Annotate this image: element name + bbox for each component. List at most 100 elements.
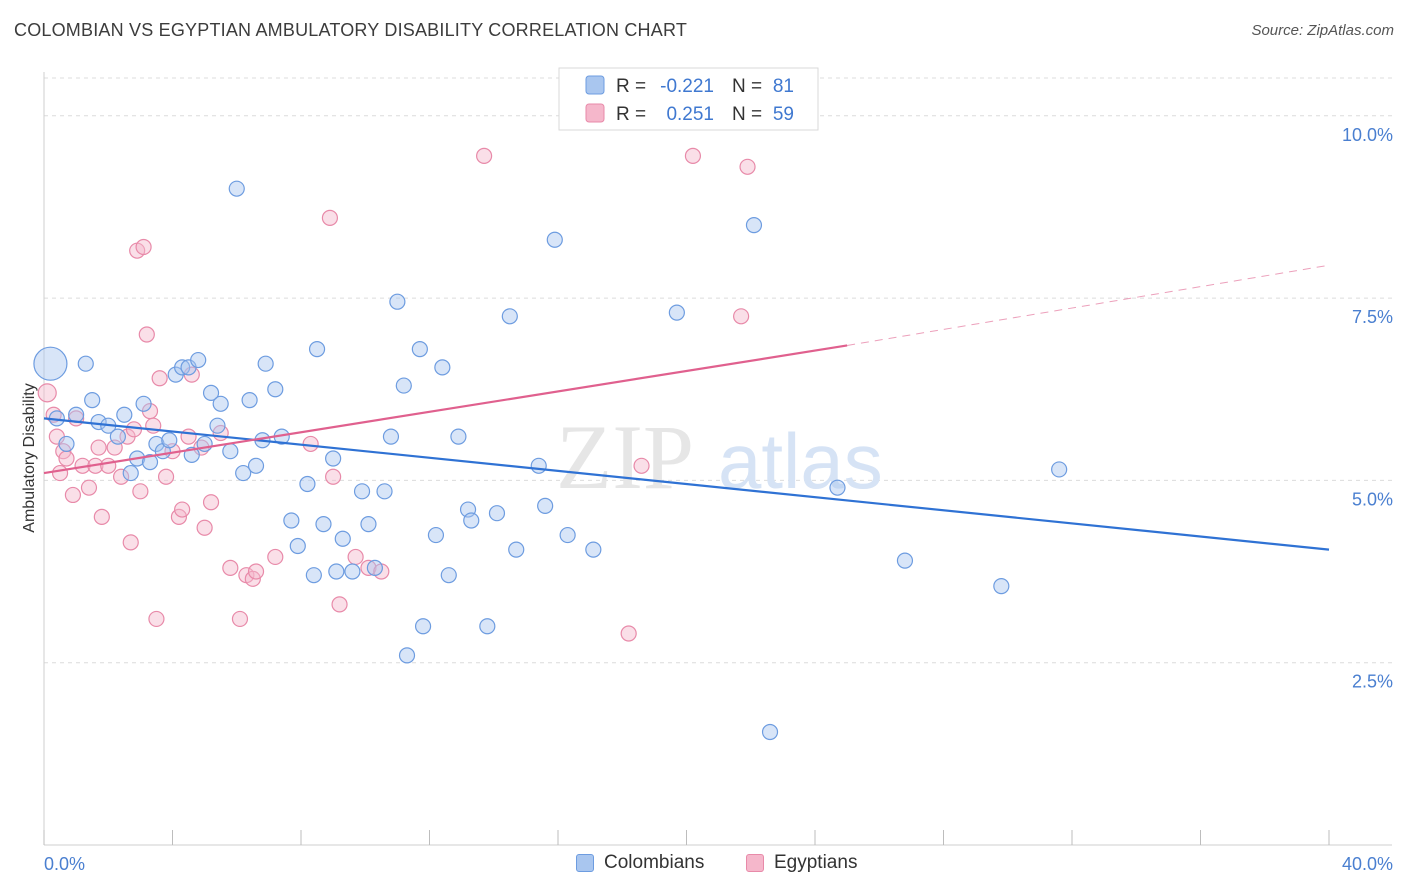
egyptians-point bbox=[222, 559, 239, 576]
egyptians-trend-extension bbox=[847, 264, 1330, 346]
colombians-point bbox=[488, 505, 506, 522]
egyptians-point bbox=[112, 468, 130, 485]
colombians-point bbox=[305, 567, 322, 584]
egyptians-point bbox=[90, 439, 107, 456]
colombians-point bbox=[235, 464, 252, 482]
x-tick-label-min: 0.0% bbox=[44, 854, 85, 874]
colombians-point bbox=[414, 618, 432, 635]
legend-n-label-colombians: N = bbox=[732, 76, 762, 97]
colombians-point bbox=[450, 428, 467, 445]
x-tick-label-max: 40.0% bbox=[1342, 854, 1393, 874]
colombians-point bbox=[141, 454, 159, 471]
legend-swatch-colombians-bottom bbox=[576, 854, 594, 872]
egyptians-point bbox=[633, 457, 650, 474]
colombians-point bbox=[585, 541, 602, 558]
egyptians-point bbox=[684, 147, 702, 164]
colombians-point bbox=[116, 406, 133, 423]
colombians-point bbox=[398, 647, 416, 664]
y-tick-label: 5.0% bbox=[1352, 489, 1393, 509]
legend-n-label-egyptians: N = bbox=[732, 104, 762, 125]
series-legend: Colombians Egyptians bbox=[0, 852, 1406, 876]
watermark: ZIP atlas bbox=[556, 406, 883, 508]
colombians-point bbox=[479, 618, 496, 635]
colombians-point bbox=[283, 512, 300, 529]
colombians-point bbox=[299, 475, 316, 493]
colombians-point bbox=[366, 559, 383, 576]
watermark-atlas: atlas bbox=[718, 417, 883, 505]
egyptians-point bbox=[135, 238, 152, 256]
colombians-point bbox=[395, 377, 412, 394]
stats-legend: R = -0.221 N = 81 R = 0.251 N = 59 bbox=[558, 67, 819, 131]
y-axis-tick-labels: 2.5% 5.0% 7.5% 10.0% bbox=[1342, 125, 1393, 692]
colombians-point bbox=[559, 526, 576, 544]
colombians-point bbox=[427, 526, 445, 544]
egyptians-trend-line bbox=[43, 344, 848, 475]
colombians-point bbox=[508, 541, 525, 558]
egyptians-point bbox=[148, 610, 165, 628]
legend-item-colombians: Colombians bbox=[576, 852, 704, 874]
colombians-point bbox=[382, 428, 400, 445]
egyptians-point bbox=[321, 209, 339, 226]
egyptians-point bbox=[37, 383, 57, 403]
colombians-point bbox=[90, 413, 107, 431]
egyptians-point bbox=[132, 483, 149, 500]
y-tick-label: 7.5% bbox=[1352, 307, 1393, 327]
colombians-point bbox=[212, 395, 229, 412]
egyptians-point bbox=[58, 450, 75, 467]
egyptians-points bbox=[37, 147, 756, 642]
egyptians-point bbox=[739, 158, 756, 175]
colombians-point bbox=[501, 308, 518, 325]
trend-lines bbox=[43, 264, 1330, 551]
egyptians-point bbox=[151, 370, 168, 387]
egyptians-point bbox=[231, 610, 249, 628]
colombians-point bbox=[993, 578, 1010, 595]
egyptians-point bbox=[100, 457, 117, 474]
egyptians-point bbox=[267, 548, 284, 566]
colombians-point bbox=[202, 384, 220, 401]
colombians-point bbox=[325, 450, 342, 467]
legend-swatch-egyptians bbox=[585, 103, 605, 123]
colombians-point bbox=[161, 432, 178, 449]
egyptians-point bbox=[331, 596, 348, 613]
colombians-point bbox=[222, 443, 239, 460]
colombians-point bbox=[174, 359, 191, 376]
colombians-point bbox=[537, 497, 554, 515]
egyptians-point bbox=[247, 563, 265, 580]
colombians-trend-line bbox=[43, 417, 1330, 551]
colombians-point bbox=[344, 563, 361, 580]
colombians-point bbox=[1051, 461, 1068, 478]
colombians-point bbox=[668, 304, 685, 321]
colombians-point bbox=[434, 359, 451, 376]
watermark-zip: ZIP bbox=[556, 406, 694, 508]
colombians-point bbox=[122, 464, 139, 482]
legend-n-value-colombians: 81 bbox=[773, 76, 794, 97]
colombians-point bbox=[761, 723, 779, 741]
egyptians-point bbox=[476, 147, 493, 164]
egyptians-point bbox=[51, 464, 69, 482]
colombians-point bbox=[389, 293, 406, 310]
egyptians-point bbox=[122, 534, 139, 551]
colombians-point bbox=[209, 417, 226, 434]
colombians-point bbox=[109, 428, 126, 445]
colombians-point bbox=[289, 537, 306, 555]
colombians-point bbox=[228, 180, 245, 197]
legend-swatch-colombians bbox=[585, 75, 605, 95]
colombians-point bbox=[135, 395, 152, 412]
egyptians-point bbox=[302, 435, 319, 453]
colombians-point bbox=[315, 516, 332, 533]
colombians-point bbox=[745, 217, 763, 234]
colombians-point bbox=[546, 231, 563, 248]
colombians-point bbox=[334, 530, 351, 547]
colombians-point bbox=[411, 341, 428, 358]
egyptians-point bbox=[93, 508, 110, 525]
legend-label-colombians: Colombians bbox=[604, 852, 705, 873]
y-axis-label: Ambulatory Disability bbox=[21, 383, 38, 532]
legend-r-value-colombians: -0.221 bbox=[660, 76, 714, 97]
colombians-point bbox=[241, 392, 258, 409]
source-label: Source: ZipAtlas.com bbox=[1251, 22, 1394, 39]
colombians-point bbox=[84, 392, 101, 409]
egyptians-point bbox=[80, 479, 98, 496]
colombians-point bbox=[896, 552, 914, 569]
legend-swatch-egyptians-bottom bbox=[746, 854, 764, 872]
